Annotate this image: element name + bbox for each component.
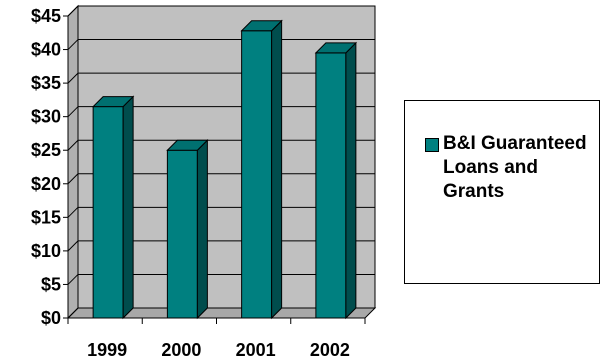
legend-label: B&I Guaranteed Loans and Grants <box>443 133 587 202</box>
y-tick-label: $45 <box>31 6 61 26</box>
legend-swatch <box>425 138 439 152</box>
bar-front <box>166 149 198 319</box>
x-tick-label: 2000 <box>161 340 201 360</box>
gridline-depth <box>67 139 79 151</box>
gridline-depth <box>67 274 79 285</box>
plot-side-wall <box>67 4 79 320</box>
y-tick-label: $5 <box>41 274 61 294</box>
bar-top <box>91 96 135 108</box>
gridline-depth <box>67 240 79 252</box>
gridline-depth <box>67 5 79 17</box>
y-tick-label: $15 <box>31 207 61 227</box>
x-tick-label: 1999 <box>87 340 127 360</box>
bar-top <box>240 20 283 32</box>
bar-top <box>166 139 209 151</box>
y-tick-label: $20 <box>31 174 61 194</box>
gridline-depth <box>67 206 79 218</box>
bar-side <box>196 139 208 320</box>
y-tick-label: $40 <box>31 40 61 60</box>
gridline-depth <box>67 307 79 319</box>
bar-front <box>241 30 273 319</box>
gridline-depth <box>67 173 79 185</box>
x-tick-label: 2002 <box>310 340 350 360</box>
gridline-depth <box>67 39 79 50</box>
y-tick-label: $0 <box>41 308 61 328</box>
legend: B&I Guaranteed Loans and Grants <box>404 100 600 284</box>
y-tick-label: $30 <box>31 107 61 127</box>
bar <box>166 139 209 320</box>
y-axis-tick-labels: $0 $5 $10 $15 $20 $25 $30 $35 $40 $45 <box>31 6 365 328</box>
bar <box>91 95 135 320</box>
y-tick-label: $35 <box>31 73 61 93</box>
bar <box>240 19 283 320</box>
bar-side <box>122 95 134 320</box>
y-tick-label: $10 <box>31 241 61 261</box>
x-tick-label: 2001 <box>236 340 276 360</box>
bars <box>91 19 358 320</box>
gridline-depth <box>67 72 79 84</box>
bar-front <box>315 52 347 319</box>
x-axis-tick-labels: 1999 2000 2001 2002 <box>67 318 366 360</box>
gridline-depth <box>67 106 79 118</box>
bar-side <box>271 19 283 320</box>
bar <box>314 41 358 320</box>
y-tick-label: $25 <box>31 140 61 160</box>
bar-top <box>314 42 358 54</box>
bar-side <box>345 41 357 320</box>
bar-front <box>92 106 124 319</box>
